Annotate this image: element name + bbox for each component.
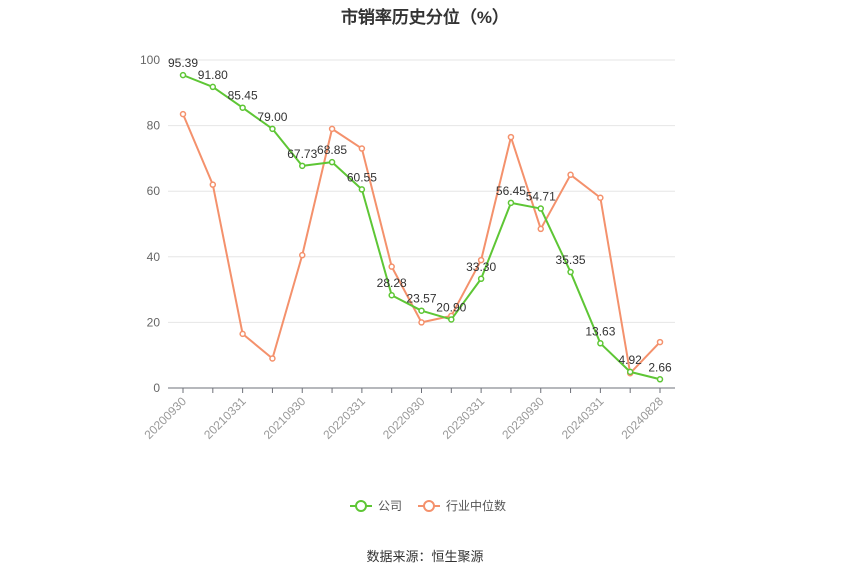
industry-median-point[interactable] xyxy=(477,256,485,264)
data-label: 13.63 xyxy=(585,324,615,338)
company-point[interactable] xyxy=(299,162,306,170)
company-point[interactable] xyxy=(626,368,634,376)
legend-item-company[interactable]: 公司 xyxy=(350,499,402,513)
x-tick-label: 20210331 xyxy=(201,394,249,442)
legend-marker xyxy=(355,500,367,512)
company-point[interactable] xyxy=(239,104,246,111)
industry-median-point[interactable] xyxy=(418,319,425,326)
company-point[interactable] xyxy=(358,186,366,193)
industry-median-point[interactable] xyxy=(299,251,306,259)
y-tick-label: 20 xyxy=(147,315,161,329)
series-layer xyxy=(179,71,664,383)
data-label: 4.92 xyxy=(619,353,643,367)
data-label: 35.35 xyxy=(556,253,586,267)
x-tick-label: 20210930 xyxy=(261,394,309,442)
industry-median-point[interactable] xyxy=(358,145,366,152)
company-point[interactable] xyxy=(477,275,485,283)
industry-median-point[interactable] xyxy=(567,171,574,179)
industry-median-point[interactable] xyxy=(209,181,217,188)
y-tick-label: 40 xyxy=(147,250,161,264)
y-tick-label: 60 xyxy=(147,184,161,198)
company-point[interactable] xyxy=(209,83,217,91)
legend-marker xyxy=(423,500,435,512)
company-point[interactable] xyxy=(567,268,574,276)
industry-median-point[interactable] xyxy=(328,125,336,133)
data-label: 20.90 xyxy=(436,300,466,314)
data-label: 28.28 xyxy=(377,276,407,290)
industry-median-point[interactable] xyxy=(656,338,664,346)
company-point[interactable] xyxy=(179,71,187,79)
chart-title: 市销率历史分位（%） xyxy=(340,8,510,27)
y-tick-label: 0 xyxy=(153,381,160,395)
x-tick-label: 20240828 xyxy=(618,394,666,442)
company-point[interactable] xyxy=(507,199,515,207)
industry-median-point[interactable] xyxy=(507,133,515,141)
x-tick-label: 20230930 xyxy=(499,394,547,442)
y-tick-label: 100 xyxy=(140,53,160,67)
x-tick-label: 20230331 xyxy=(440,394,488,442)
company-point[interactable] xyxy=(269,125,276,133)
industry-median-point[interactable] xyxy=(597,194,604,202)
industry-median-point[interactable] xyxy=(537,225,544,233)
company-point[interactable] xyxy=(656,376,664,383)
company-point[interactable] xyxy=(537,205,544,212)
data-label: 33.30 xyxy=(466,260,496,274)
data-label: 68.85 xyxy=(317,143,347,157)
data-label: 79.00 xyxy=(257,110,287,124)
industry-median-point[interactable] xyxy=(239,330,246,338)
legend-label: 公司 xyxy=(378,499,402,513)
company-point[interactable] xyxy=(418,307,425,314)
source-note: 数据来源：恒生聚源 xyxy=(366,549,484,564)
data-label: 95.39 xyxy=(168,56,198,70)
company-point[interactable] xyxy=(597,340,604,347)
data-label: 23.57 xyxy=(406,292,436,306)
data-label: 60.55 xyxy=(347,170,377,184)
grid-lines xyxy=(168,59,675,323)
company-point[interactable] xyxy=(388,291,395,299)
industry-median-point[interactable] xyxy=(179,110,187,118)
x-tick-label: 20240331 xyxy=(559,394,607,442)
legend[interactable]: 公司 行业中位数 xyxy=(350,498,506,513)
data-label: 2.66 xyxy=(648,360,672,374)
data-label: 67.73 xyxy=(287,147,317,161)
data-label: 56.45 xyxy=(496,184,526,198)
legend-label: 行业中位数 xyxy=(446,498,506,513)
data-label: 54.71 xyxy=(526,190,556,204)
industry-median-point[interactable] xyxy=(269,355,276,362)
data-label: 91.80 xyxy=(198,68,228,82)
x-tick-label: 20220331 xyxy=(320,394,368,442)
company-point[interactable] xyxy=(328,158,336,166)
industry-median-point[interactable] xyxy=(388,263,395,270)
legend-item-industry-median[interactable]: 行业中位数 xyxy=(418,498,506,513)
x-tick-label: 20200930 xyxy=(141,394,189,442)
company-point[interactable] xyxy=(448,316,455,323)
x-tick-label: 20220930 xyxy=(380,394,428,442)
data-label: 85.45 xyxy=(228,89,258,103)
y-tick-label: 80 xyxy=(147,119,161,133)
